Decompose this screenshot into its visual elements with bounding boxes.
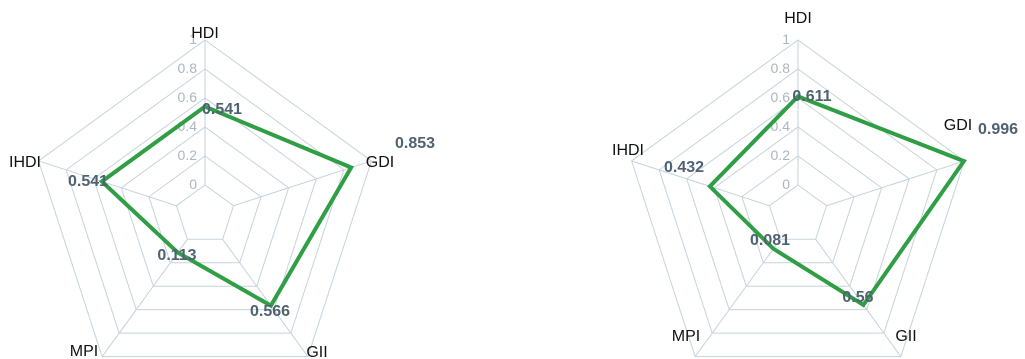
axis-label-ihdi: IHDI: [612, 142, 644, 159]
series-polygon: [707, 94, 967, 308]
tick-label: 0.2: [178, 147, 198, 163]
tick-label: 0.8: [771, 60, 791, 76]
axis-spoke: [101, 238, 188, 357]
grid-ring: [175, 184, 235, 240]
axis-spoke: [815, 238, 902, 357]
grid-ring: [148, 155, 262, 264]
grid-ring: [686, 97, 910, 311]
value-label: 0.541: [202, 101, 242, 118]
value-label: 0.081: [750, 232, 790, 249]
grid-ring: [120, 126, 290, 287]
grid-ring: [93, 97, 317, 311]
value-label: 0.56: [842, 289, 873, 306]
value-label: 0.541: [68, 173, 108, 190]
axis-spoke: [826, 160, 965, 207]
axis-spoke: [631, 160, 770, 207]
axis-label-gdi: GDI: [944, 117, 972, 134]
tick-label: 1: [782, 31, 790, 47]
grid-ring: [630, 39, 966, 358]
axis-spoke: [694, 238, 781, 357]
radar-chart-1: 00.20.40.60.810.5410.8530.5660.1130.541H…: [9, 25, 435, 359]
tick-label: 0: [189, 176, 197, 192]
tick-label: 0.2: [771, 147, 791, 163]
radar-chart-2: 00.20.40.60.810.6110.9960.560.0810.432HD…: [612, 10, 1018, 358]
axis-spoke: [222, 238, 309, 357]
axis-label-gii: GII: [895, 328, 916, 345]
tick-label: 0.8: [178, 60, 198, 76]
value-label: 0.113: [157, 247, 196, 264]
grid-ring: [713, 126, 883, 287]
tick-label: 1: [189, 31, 197, 47]
axis-label-hdi: HDI: [784, 10, 812, 27]
tick-label: 0.6: [771, 89, 791, 105]
axis-label-mpi: MPI: [70, 343, 98, 359]
value-label: 0.566: [250, 303, 290, 320]
axis-label-mpi: MPI: [672, 328, 700, 345]
tick-label: 0.6: [178, 89, 198, 105]
grid-ring: [768, 184, 828, 240]
grid-ring: [658, 68, 938, 334]
axis-label-hdi: HDI: [191, 25, 219, 42]
value-label: 0.611: [792, 88, 831, 105]
value-label: 0.432: [664, 159, 704, 176]
tick-label: 0: [782, 176, 790, 192]
axis-label-ihdi: IHDI: [9, 154, 41, 171]
axis-label-gdi: GDI: [366, 154, 394, 171]
axis-spoke: [38, 160, 177, 207]
axis-label-gii: GII: [306, 344, 327, 359]
series-polygon: [98, 104, 355, 309]
value-label: 0.996: [978, 121, 1018, 138]
value-label: 0.853: [395, 135, 435, 152]
grid-ring: [37, 39, 373, 358]
